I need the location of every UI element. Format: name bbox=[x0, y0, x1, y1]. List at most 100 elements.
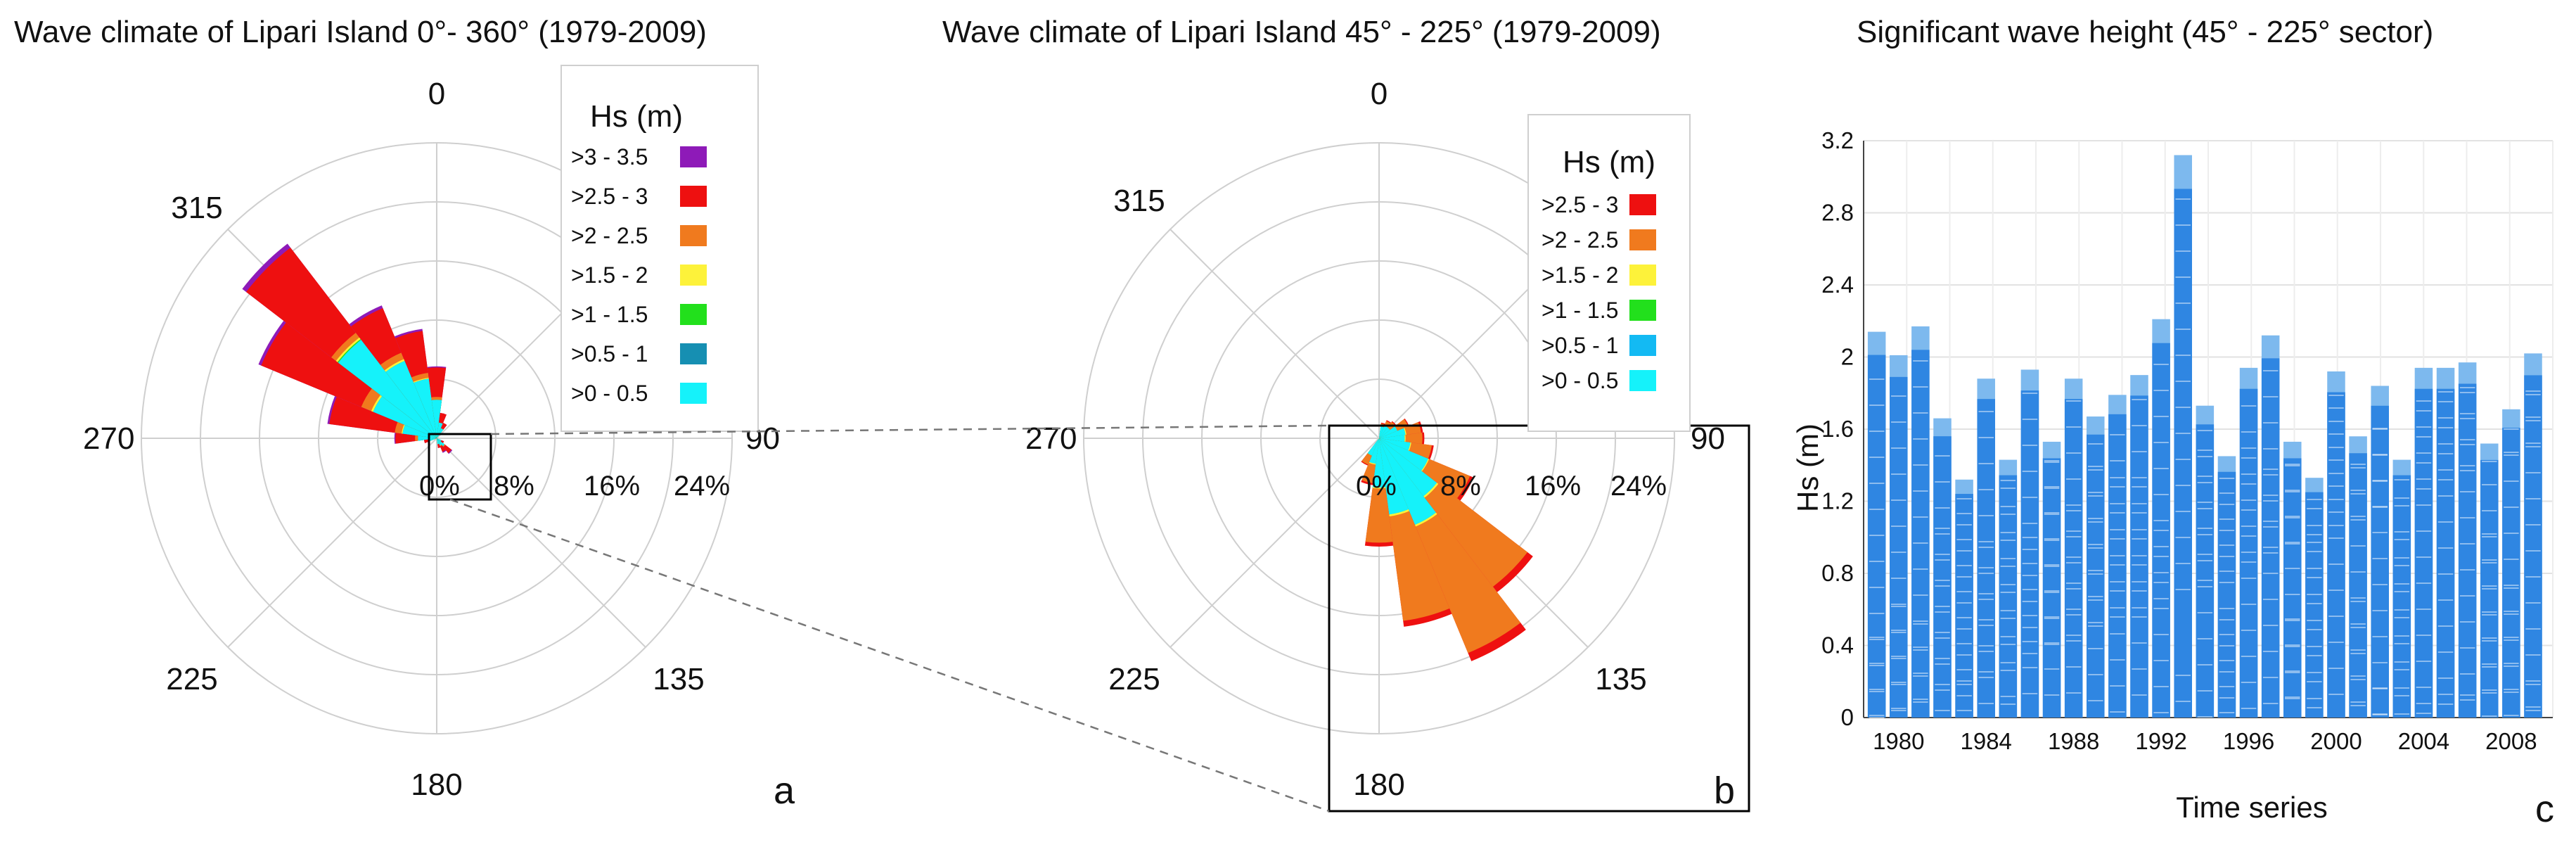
x-tick-label: 1984 bbox=[1961, 728, 2012, 754]
bar-record-lines bbox=[2175, 198, 2191, 702]
panel-label-c: c bbox=[2535, 788, 2554, 830]
bar bbox=[2196, 424, 2215, 718]
bar bbox=[2020, 390, 2039, 718]
bar bbox=[2108, 414, 2127, 718]
legend-swatch bbox=[1629, 194, 1656, 215]
connector-top bbox=[490, 424, 1330, 435]
bar bbox=[2283, 458, 2302, 718]
legend-label: >1 - 1.5 bbox=[1542, 298, 1618, 323]
rose-sector bbox=[437, 438, 442, 442]
bar bbox=[2217, 471, 2236, 718]
bar bbox=[2261, 358, 2280, 718]
legend-swatch bbox=[680, 186, 707, 207]
bar bbox=[1911, 350, 1930, 718]
legend-swatch bbox=[1629, 300, 1656, 321]
rose-sector bbox=[1379, 427, 1390, 438]
legend-title-a: Hs (m) bbox=[590, 99, 683, 134]
y-tick-label: 0.4 bbox=[1821, 632, 1854, 658]
rose-sector bbox=[428, 438, 437, 442]
bar bbox=[1955, 494, 1973, 718]
legend-label: >2.5 - 3 bbox=[1542, 192, 1618, 217]
bar-record-lines bbox=[2285, 464, 2300, 699]
direction-label-270: 270 bbox=[83, 421, 134, 456]
legend-swatch bbox=[1629, 229, 1656, 250]
bar-record-lines bbox=[1869, 378, 1885, 718]
direction-label-0: 0 bbox=[1371, 77, 1388, 111]
zoom-box-small bbox=[428, 433, 492, 501]
y-tick-label: 1.2 bbox=[1821, 488, 1854, 514]
bar bbox=[2349, 453, 2367, 718]
legend-label: >2 - 2.5 bbox=[1542, 227, 1618, 253]
bar-record-lines bbox=[2000, 480, 2016, 705]
chart-title-b: Wave climate of Lipari Island 45° - 225°… bbox=[942, 15, 1661, 49]
rose-sector bbox=[1379, 438, 1437, 497]
x-tick-label: 1988 bbox=[2048, 728, 2099, 754]
rose-sector bbox=[418, 435, 437, 441]
rose-sector bbox=[1369, 438, 1379, 464]
direction-label-180: 180 bbox=[1353, 768, 1404, 802]
legend-label: >1.5 - 2 bbox=[1542, 262, 1618, 288]
legend-swatch bbox=[680, 343, 707, 364]
bar-record-lines bbox=[2504, 428, 2519, 716]
panel-label-a: a bbox=[774, 770, 795, 812]
x-tick-label: 2008 bbox=[2485, 728, 2537, 754]
y-axis-label: Hs (m) bbox=[1791, 424, 1824, 512]
bar-record-lines bbox=[1891, 395, 1907, 711]
rose-sector bbox=[1367, 438, 1379, 456]
bar-record-lines bbox=[1978, 411, 1994, 704]
grid-spoke bbox=[1170, 229, 1380, 439]
rose-sector bbox=[1372, 438, 1386, 488]
bar-record-lines bbox=[2416, 400, 2432, 714]
y-tick-label: 0.8 bbox=[1821, 560, 1854, 586]
legend-title-b: Hs (m) bbox=[1563, 145, 1655, 179]
rose-sector bbox=[437, 438, 442, 446]
bar-record-lines bbox=[2482, 461, 2497, 717]
x-tick-label: 2004 bbox=[2398, 728, 2449, 754]
bar-record-lines bbox=[2153, 364, 2169, 713]
legend-swatch bbox=[1629, 335, 1656, 356]
rose-sectors-b bbox=[1361, 418, 1533, 661]
connector-bottom bbox=[449, 498, 1330, 813]
bar-record-lines bbox=[1956, 498, 1972, 711]
legend-swatch bbox=[1629, 265, 1656, 286]
bar bbox=[2042, 458, 2061, 718]
bar bbox=[1999, 475, 2018, 718]
legend-box-a bbox=[560, 65, 759, 432]
rose-sector bbox=[1365, 438, 1393, 543]
bar bbox=[2174, 189, 2192, 718]
radial-label-8: 8% bbox=[1440, 471, 1481, 502]
bar-record-lines bbox=[2088, 443, 2103, 701]
bar-record-lines bbox=[2372, 428, 2388, 715]
zoom-connectors bbox=[449, 424, 1330, 813]
rose-sector bbox=[1379, 438, 1409, 515]
bar-record-lines bbox=[2459, 387, 2475, 701]
rose-sector bbox=[1379, 438, 1411, 451]
legend-swatch bbox=[680, 383, 707, 404]
bar bbox=[2436, 388, 2455, 718]
y-tick-label: 1.6 bbox=[1821, 416, 1854, 442]
rose-sector bbox=[1379, 426, 1397, 438]
legend-label: >1.5 - 2 bbox=[571, 262, 648, 288]
radial-label-24: 24% bbox=[1610, 471, 1667, 502]
radial-label-16: 16% bbox=[1525, 471, 1581, 502]
grid-spoke bbox=[1170, 438, 1380, 648]
radial-label-24: 24% bbox=[674, 471, 730, 502]
grid-spoke bbox=[227, 438, 437, 648]
rose-sectors-a bbox=[242, 243, 453, 454]
bar bbox=[2064, 399, 2083, 718]
bar-record-lines bbox=[2350, 464, 2366, 706]
bar bbox=[1867, 355, 1886, 718]
bar bbox=[2130, 395, 2148, 718]
bar-record-lines bbox=[2525, 390, 2541, 711]
bar bbox=[1977, 399, 1995, 718]
rose-sector bbox=[1379, 426, 1384, 438]
bar bbox=[2371, 405, 2389, 718]
bar-record-lines bbox=[2394, 479, 2410, 715]
bars-c bbox=[1867, 155, 2542, 718]
legend-label: >2 - 2.5 bbox=[571, 223, 648, 248]
legend-a: Hs (m) >3 - 3.5 >2.5 - 3 >2 - 2.5 >1.5 - 2 >… bbox=[560, 65, 759, 432]
direction-label-135: 135 bbox=[653, 662, 704, 696]
direction-label-0: 0 bbox=[428, 77, 445, 111]
bar bbox=[2414, 388, 2433, 718]
chart-title-a: Wave climate of Lipari Island 0°- 360° (… bbox=[14, 15, 707, 49]
